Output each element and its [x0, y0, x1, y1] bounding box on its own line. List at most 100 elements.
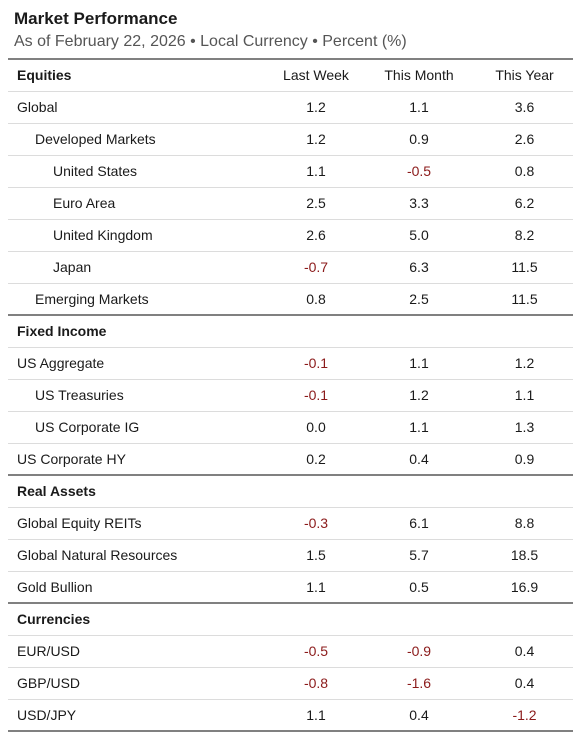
value-this-year: 1.3 — [476, 411, 573, 444]
value-last-week: -0.8 — [270, 667, 362, 700]
row-label: United Kingdom — [8, 219, 270, 252]
row-label: Global Natural Resources — [8, 539, 270, 572]
value-last-week: 0.2 — [270, 443, 362, 476]
section-title: Fixed Income — [8, 314, 270, 348]
section-header-spacer — [270, 314, 362, 348]
row-label: United States — [8, 155, 270, 188]
column-header-this-year: This Year — [476, 58, 573, 92]
section-header-equities: Equities Last Week This Month This Year — [8, 58, 573, 92]
value-this-month: 0.9 — [362, 123, 476, 156]
row-label: US Aggregate — [8, 347, 270, 380]
row-label: Japan — [8, 251, 270, 284]
value-last-week: 1.2 — [270, 91, 362, 124]
value-this-year: 0.9 — [476, 443, 573, 476]
table-row: Global 1.2 1.1 3.6 — [8, 91, 573, 124]
row-label: EUR/USD — [8, 635, 270, 668]
section-header-fixed-income: Fixed Income — [8, 314, 573, 348]
value-this-month: 1.1 — [362, 91, 476, 124]
row-label: US Corporate HY — [8, 443, 270, 476]
table-row: EUR/USD -0.5 -0.9 0.4 — [8, 635, 573, 668]
value-last-week: 2.6 — [270, 219, 362, 252]
value-last-week: 0.0 — [270, 411, 362, 444]
page-title: Market Performance — [14, 9, 178, 28]
row-label: USD/JPY — [8, 699, 270, 732]
value-last-week: 0.8 — [270, 283, 362, 316]
value-this-year: 16.9 — [476, 571, 573, 604]
value-this-year: 2.6 — [476, 123, 573, 156]
row-label: Global Equity REITs — [8, 507, 270, 540]
table-row: US Corporate HY 0.2 0.4 0.9 — [8, 443, 573, 476]
table-row: United States 1.1 -0.5 0.8 — [8, 155, 573, 188]
section-title: Equities — [8, 58, 270, 92]
section-header-currencies: Currencies — [8, 602, 573, 636]
value-last-week: -0.5 — [270, 635, 362, 668]
value-this-month: 5.0 — [362, 219, 476, 252]
value-this-year: -1.2 — [476, 699, 573, 732]
value-this-month: 5.7 — [362, 539, 476, 572]
row-label: US Corporate IG — [8, 411, 270, 444]
column-header-last-week: Last Week — [270, 58, 362, 92]
value-last-week: 1.2 — [270, 123, 362, 156]
table-row: US Corporate IG 0.0 1.1 1.3 — [8, 411, 573, 444]
table-row: United Kingdom 2.6 5.0 8.2 — [8, 219, 573, 252]
section-header-spacer — [476, 314, 573, 348]
value-last-week: 1.1 — [270, 699, 362, 732]
value-this-month: 1.1 — [362, 347, 476, 380]
section-title: Real Assets — [8, 474, 270, 508]
table-row: Japan -0.7 6.3 11.5 — [8, 251, 573, 284]
table-row: Global Equity REITs -0.3 6.1 8.8 — [8, 507, 573, 540]
section-header-spacer — [362, 314, 476, 348]
value-this-month: 3.3 — [362, 187, 476, 220]
table-row: US Treasuries -0.1 1.2 1.1 — [8, 379, 573, 412]
value-this-year: 0.4 — [476, 635, 573, 668]
value-this-month: 2.5 — [362, 283, 476, 316]
value-this-year: 0.8 — [476, 155, 573, 188]
value-this-month: 0.4 — [362, 699, 476, 732]
row-label: Emerging Markets — [8, 283, 270, 316]
value-this-month: 6.1 — [362, 507, 476, 540]
row-label: GBP/USD — [8, 667, 270, 700]
value-this-year: 3.6 — [476, 91, 573, 124]
table-row: GBP/USD -0.8 -1.6 0.4 — [8, 667, 573, 700]
section-header-spacer — [362, 474, 476, 508]
section-header-spacer — [270, 602, 362, 636]
performance-table-body: Equities Last Week This Month This Year Glob… — [8, 58, 573, 732]
value-last-week: 2.5 — [270, 187, 362, 220]
column-header-this-month: This Month — [362, 58, 476, 92]
row-label: Developed Markets — [8, 123, 270, 156]
value-last-week: 1.5 — [270, 539, 362, 572]
table-row: US Aggregate -0.1 1.1 1.2 — [8, 347, 573, 380]
value-this-year: 11.5 — [476, 283, 573, 316]
table-row: Global Natural Resources 1.5 5.7 18.5 — [8, 539, 573, 572]
value-this-month: -1.6 — [362, 667, 476, 700]
section-header-real-assets: Real Assets — [8, 474, 573, 508]
section-header-spacer — [476, 474, 573, 508]
value-this-month: -0.5 — [362, 155, 476, 188]
value-this-month: 6.3 — [362, 251, 476, 284]
section-title: Currencies — [8, 602, 270, 636]
value-this-month: 1.1 — [362, 411, 476, 444]
value-last-week: 1.1 — [270, 571, 362, 604]
table-row: Developed Markets 1.2 0.9 2.6 — [8, 123, 573, 156]
page-subtitle: As of February 22, 2026 • Local Currency… — [14, 33, 407, 50]
value-last-week: -0.1 — [270, 347, 362, 380]
section-header-spacer — [476, 602, 573, 636]
table-row: Gold Bullion 1.1 0.5 16.9 — [8, 571, 573, 604]
performance-table: Equities Last Week This Month This Year Glob… — [8, 58, 573, 732]
table-row: Euro Area 2.5 3.3 6.2 — [8, 187, 573, 220]
row-label: Gold Bullion — [8, 571, 270, 604]
table-row: USD/JPY 1.1 0.4 -1.2 — [8, 699, 573, 732]
row-label: Euro Area — [8, 187, 270, 220]
row-label: US Treasuries — [8, 379, 270, 412]
table-row: Emerging Markets 0.8 2.5 11.5 — [8, 283, 573, 316]
value-this-month: 0.4 — [362, 443, 476, 476]
value-this-month: 1.2 — [362, 379, 476, 412]
section-header-spacer — [270, 474, 362, 508]
value-this-year: 8.2 — [476, 219, 573, 252]
value-last-week: -0.1 — [270, 379, 362, 412]
value-this-year: 11.5 — [476, 251, 573, 284]
value-this-year: 1.1 — [476, 379, 573, 412]
value-last-week: 1.1 — [270, 155, 362, 188]
value-this-year: 18.5 — [476, 539, 573, 572]
